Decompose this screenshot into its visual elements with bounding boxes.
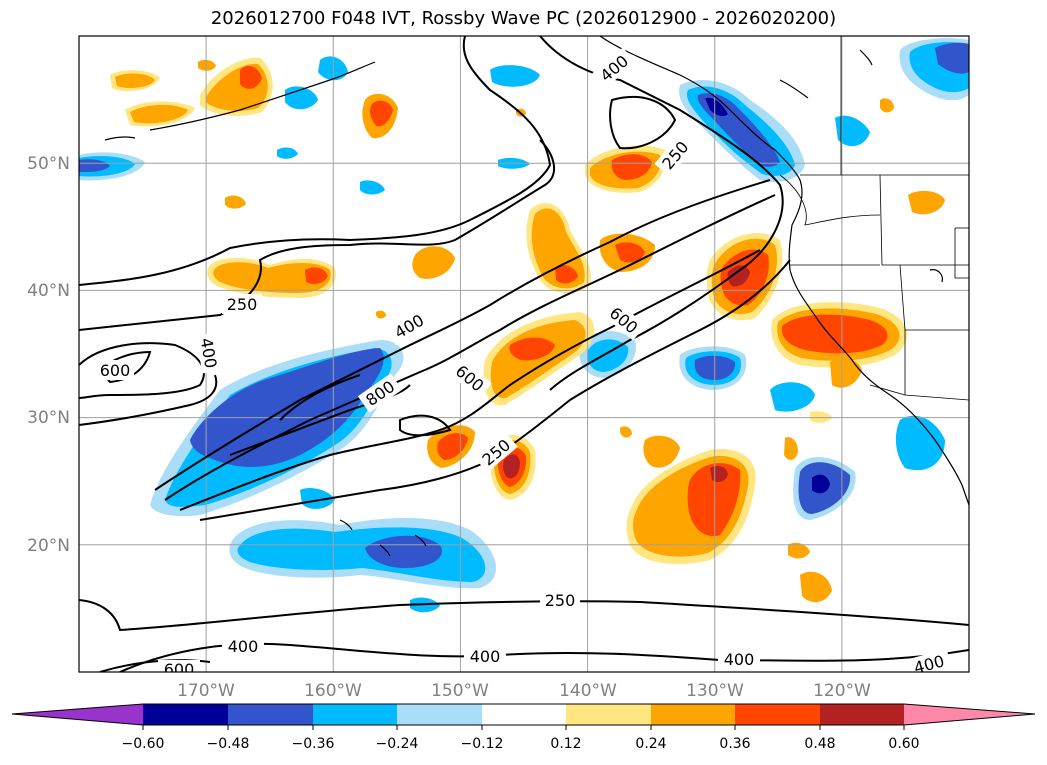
longitude-labels: 170°W 160°W 150°W 140°W 130°W 120°W xyxy=(177,681,871,701)
political-borders xyxy=(779,36,969,401)
colorbar-tick-label: 0.12 xyxy=(550,736,581,752)
lat-label-50n: 50°N xyxy=(27,154,70,174)
colorbar-tick-label: −0.48 xyxy=(207,736,250,752)
colorbar-bin xyxy=(397,704,482,725)
coastlines xyxy=(104,36,969,557)
colorbar-bin xyxy=(482,704,566,725)
lon-label-120w: 120°W xyxy=(813,681,871,701)
contour-label-250: 250 xyxy=(545,591,576,610)
positive-anomaly-shading xyxy=(110,57,945,603)
contour-label-600: 600 xyxy=(100,361,131,380)
contour-label-250: 250 xyxy=(227,295,258,314)
colorbar-bin xyxy=(820,704,904,725)
colorbar-extend-high xyxy=(904,704,1035,725)
colorbar-tick-label: −0.60 xyxy=(122,736,165,752)
contour-label-400: 400 xyxy=(912,651,946,677)
lon-label-160w: 160°W xyxy=(304,681,362,701)
lon-label-150w: 150°W xyxy=(431,681,489,701)
map-title: 2026012700 F048 IVT, Rossby Wave PC (202… xyxy=(210,8,837,29)
lon-label-130w: 130°W xyxy=(686,681,744,701)
lat-label-30n: 30°N xyxy=(27,408,70,428)
colorbar-tick-label: 0.60 xyxy=(888,736,919,752)
colorbar-tick-label: 0.24 xyxy=(635,736,666,752)
colorbar-tick-label: −0.24 xyxy=(376,736,419,752)
contour-label-400: 400 xyxy=(228,637,259,656)
lat-label-20n: 20°N xyxy=(27,536,70,556)
colorbar: −0.60 −0.48 −0.36 −0.24 −0.12 0.12 0.24 … xyxy=(11,703,1036,752)
contour-label-600: 600 xyxy=(164,660,195,679)
colorbar-extend-low xyxy=(12,704,143,725)
colorbar-tick-label: 0.36 xyxy=(719,736,750,752)
map-area: 250 400 400 600 800 600 600 250 250 400 … xyxy=(79,36,969,679)
lon-label-170w: 170°W xyxy=(177,681,235,701)
contour-label-400: 400 xyxy=(196,336,220,369)
contour-label-400: 400 xyxy=(470,647,501,666)
colorbar-bin xyxy=(143,704,228,725)
lat-label-40n: 40°N xyxy=(27,281,70,301)
colorbar-tick-label: −0.36 xyxy=(292,736,335,752)
colorbar-bin xyxy=(228,704,313,725)
lon-label-140w: 140°W xyxy=(559,681,617,701)
contour-label-400: 400 xyxy=(724,650,755,669)
colorbar-bin xyxy=(566,704,651,725)
colorbar-tick-label: 0.48 xyxy=(804,736,835,752)
colorbar-tick-label: −0.12 xyxy=(461,736,504,752)
map-frame xyxy=(78,35,970,673)
ivt-contours xyxy=(79,36,969,672)
colorbar-bin xyxy=(735,704,820,725)
gridlines xyxy=(79,36,969,672)
colorbar-bin xyxy=(313,704,397,725)
colorbar-bin xyxy=(651,704,735,725)
latitude-labels: 50°N 40°N 30°N 20°N xyxy=(27,154,70,556)
